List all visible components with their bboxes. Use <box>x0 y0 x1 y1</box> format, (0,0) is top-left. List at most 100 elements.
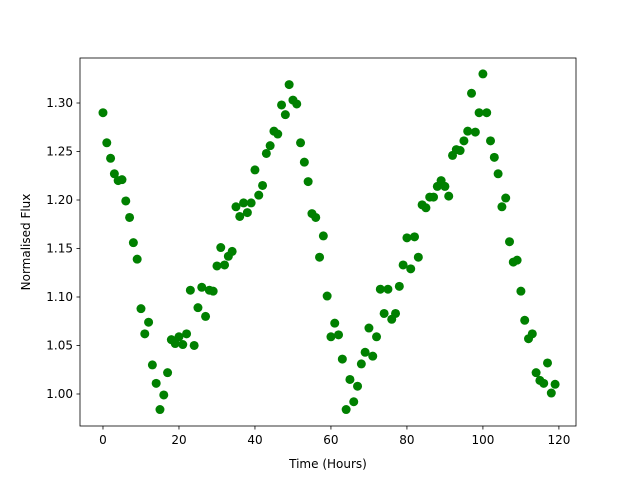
point <box>334 330 344 340</box>
point <box>155 405 165 415</box>
x-tick-label: 100 <box>471 433 494 447</box>
y-tick-label: 1.30 <box>46 96 73 110</box>
point <box>98 108 108 118</box>
point <box>185 285 195 295</box>
y-axis-label: Normalised Flux <box>19 194 33 291</box>
point <box>550 379 560 389</box>
x-axis-label: Time (Hours) <box>288 457 367 471</box>
point <box>273 129 283 139</box>
point <box>144 317 154 327</box>
point <box>478 69 488 79</box>
point <box>527 329 537 339</box>
point <box>284 80 294 90</box>
point <box>140 329 150 339</box>
point <box>239 198 249 208</box>
point <box>178 340 188 350</box>
point <box>489 152 499 162</box>
point <box>467 88 477 98</box>
point <box>315 252 325 262</box>
point <box>151 378 161 388</box>
point <box>193 303 203 313</box>
y-tick-label: 1.05 <box>46 338 73 352</box>
point <box>402 233 412 243</box>
point <box>201 311 211 321</box>
point <box>326 332 336 342</box>
point <box>318 231 328 241</box>
point <box>261 148 271 158</box>
point <box>182 329 192 339</box>
point <box>501 193 511 203</box>
point <box>299 157 309 167</box>
point <box>292 99 302 109</box>
point <box>482 108 492 118</box>
y-tick-label: 1.15 <box>46 241 73 255</box>
point <box>303 177 313 187</box>
x-tick-label: 120 <box>547 433 570 447</box>
point <box>197 282 207 292</box>
point <box>455 146 465 156</box>
point <box>246 198 256 208</box>
point <box>174 332 184 342</box>
y-tick-label: 1.20 <box>46 193 73 207</box>
point <box>231 202 241 212</box>
point <box>242 208 252 218</box>
point <box>349 397 359 407</box>
point <box>497 202 507 212</box>
point <box>543 358 553 368</box>
point <box>516 286 526 296</box>
point <box>250 165 260 175</box>
point <box>106 153 116 163</box>
point <box>212 261 222 271</box>
point <box>128 238 138 248</box>
x-tick-label: 20 <box>171 433 186 447</box>
point <box>440 181 450 191</box>
point <box>429 192 439 202</box>
point <box>531 368 541 378</box>
point <box>258 180 268 190</box>
point <box>470 127 480 137</box>
point <box>159 390 169 400</box>
point <box>413 252 423 262</box>
point <box>486 136 496 146</box>
point <box>383 284 393 294</box>
point <box>322 291 332 301</box>
point <box>163 368 173 378</box>
point <box>330 318 340 328</box>
point <box>254 190 264 200</box>
point <box>394 281 404 291</box>
point <box>132 254 142 264</box>
x-tick-label: 60 <box>323 433 338 447</box>
point <box>337 354 347 364</box>
point <box>265 141 275 151</box>
point <box>546 388 556 398</box>
point <box>189 340 199 350</box>
point <box>406 264 416 274</box>
point <box>220 260 230 270</box>
point <box>356 359 366 369</box>
point <box>311 212 321 222</box>
y-tick-label: 1.00 <box>46 387 73 401</box>
point <box>170 339 180 349</box>
point <box>136 304 146 314</box>
point <box>512 255 522 265</box>
point <box>493 169 503 179</box>
point <box>277 100 287 110</box>
plot-frame <box>79 57 577 427</box>
point <box>368 351 378 361</box>
point <box>125 212 135 222</box>
point <box>216 243 226 253</box>
point <box>379 308 389 318</box>
point <box>398 260 408 270</box>
point <box>227 246 237 256</box>
point <box>341 405 351 415</box>
point <box>364 323 374 333</box>
point <box>121 196 131 206</box>
point <box>474 108 484 118</box>
point <box>375 284 385 294</box>
x-tick-label: 40 <box>247 433 262 447</box>
point <box>235 211 245 221</box>
point <box>372 332 382 342</box>
point <box>102 138 112 148</box>
point <box>109 169 119 179</box>
point <box>208 286 218 296</box>
